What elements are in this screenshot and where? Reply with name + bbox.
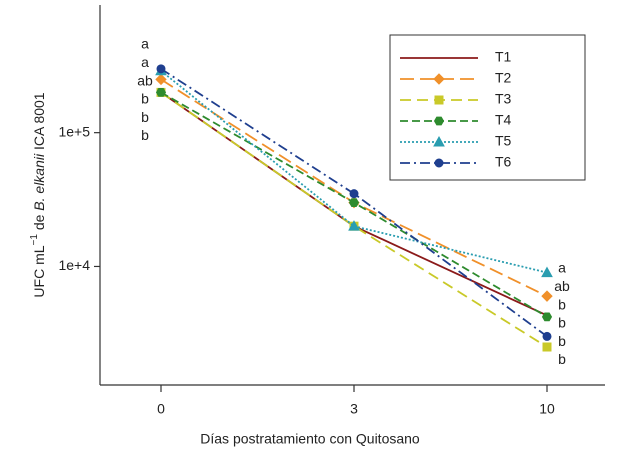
y-axis-label: UFC mL−1 de B. elkanii ICA 8001 (29, 92, 47, 297)
legend-label: T1 (495, 49, 512, 65)
marker (348, 220, 360, 231)
marker (433, 116, 445, 126)
legend-box (389, 34, 586, 181)
marker (541, 266, 553, 278)
significance-letter: a (558, 260, 566, 276)
series-line (160, 70, 548, 274)
x-axis-label: Días postratamiento con Quitosano (200, 431, 420, 447)
marker (434, 158, 444, 168)
significance-letter: a (141, 54, 149, 70)
marker (348, 198, 360, 208)
y-label-sup: −1 (29, 234, 40, 246)
marker (349, 189, 359, 199)
legend-label: T6 (495, 154, 512, 170)
significance-letter: b (141, 109, 149, 125)
marker (542, 342, 552, 352)
series-line (160, 91, 548, 348)
legend-label: T5 (495, 133, 512, 149)
significance-letter: b (141, 127, 149, 143)
marker (433, 73, 445, 85)
y-tick-label: 1e+5 (58, 123, 90, 139)
significance-letter: a (141, 36, 149, 52)
x-tick-label: 10 (539, 401, 555, 417)
legend-label: T2 (495, 70, 512, 86)
significance-letter: ab (137, 72, 153, 88)
marker (541, 312, 553, 322)
marker (541, 290, 553, 302)
significance-letter: b (141, 91, 149, 107)
x-tick-label: 0 (157, 401, 165, 417)
marker (156, 64, 166, 74)
legend-label: T4 (495, 112, 512, 128)
y-label-part: UFC mL (31, 245, 47, 297)
marker (155, 73, 167, 86)
significance-letter: b (558, 296, 566, 312)
marker (155, 87, 167, 97)
y-label-part: de (31, 211, 47, 234)
significance-letter: b (558, 333, 566, 349)
significance-letter: ab (554, 278, 570, 294)
y-tick-label: 1e+4 (58, 257, 90, 273)
significance-letter: b (558, 351, 566, 367)
y-label-italic: B. elkanii (31, 153, 47, 211)
marker (434, 95, 444, 105)
significance-letter: b (558, 315, 566, 331)
marker (542, 331, 552, 341)
marker (433, 135, 445, 147)
legend-label: T3 (495, 91, 512, 107)
y-label-part: ICA 8001 (31, 92, 47, 154)
x-tick-label: 3 (350, 401, 358, 417)
